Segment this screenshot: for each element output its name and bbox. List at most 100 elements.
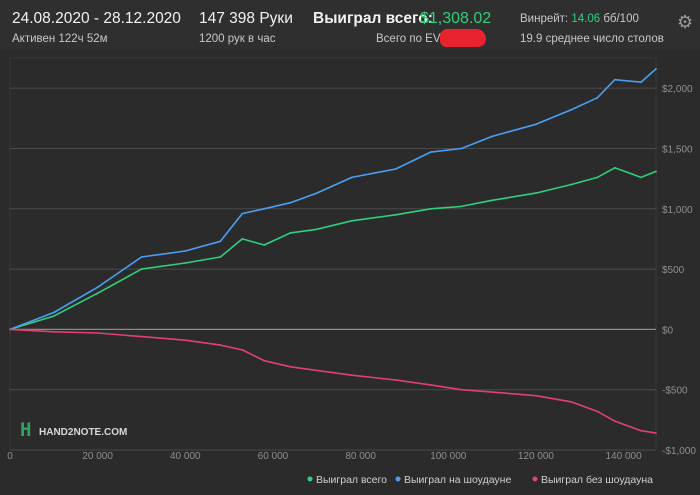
series-1-point xyxy=(96,286,99,289)
won-total-label: Выиграл всего: xyxy=(313,10,433,27)
series-2-point xyxy=(315,369,318,372)
series-1-point xyxy=(570,108,572,111)
series-2-point xyxy=(219,344,222,346)
series-2-point xyxy=(429,383,432,386)
series-2-point xyxy=(96,332,99,334)
x-tick-label: 60 000 xyxy=(258,451,289,462)
series-0-point xyxy=(535,192,537,194)
series-0-point xyxy=(140,268,143,270)
series-2-point xyxy=(184,339,187,342)
hands-per-hour: 1200 рук в час xyxy=(199,33,276,45)
stats-header xyxy=(0,0,700,50)
series-2-point xyxy=(570,400,572,403)
series-0-point xyxy=(289,231,292,234)
series-2-point xyxy=(52,330,55,333)
series-2-point xyxy=(491,391,493,394)
series-0-point xyxy=(52,315,55,318)
x-tick-label: 40 000 xyxy=(170,451,201,462)
hand2note-logo: H xyxy=(20,419,31,441)
series-2-point xyxy=(263,359,266,362)
series-1-point xyxy=(491,135,493,138)
series-1-point xyxy=(429,151,432,153)
series-1-point xyxy=(289,201,292,204)
series-1-point xyxy=(350,176,353,179)
series-0-point xyxy=(655,170,657,173)
series-1-point xyxy=(315,192,318,194)
series-2-point xyxy=(394,379,397,381)
hands-total: 147 398 Руки xyxy=(199,10,293,27)
series-1-point xyxy=(596,96,599,99)
series-0-point xyxy=(491,199,493,202)
series-0-point xyxy=(640,176,643,179)
watermark-text: HAND2NOTE.COM xyxy=(39,427,127,438)
series-1-point xyxy=(535,123,537,126)
series-2-point xyxy=(289,365,292,368)
series-1-point xyxy=(613,78,616,81)
series-0-point xyxy=(96,292,99,295)
y-tick-label: -$1,000 xyxy=(662,446,696,457)
series-0-point xyxy=(315,228,318,231)
series-2-point xyxy=(596,410,599,413)
series-2-point xyxy=(460,388,463,391)
series-1-point xyxy=(263,207,266,210)
avg-tables: 19.9 среднее число столов xyxy=(520,33,664,45)
series-0-point xyxy=(596,176,599,179)
won-total-value: $1,308.02 xyxy=(420,10,492,27)
legend-marker-1 xyxy=(395,476,401,482)
series-0-point xyxy=(570,183,572,186)
ev-redaction xyxy=(440,29,486,47)
ev-total-label: Всего по EV: xyxy=(376,33,444,45)
series-0-point xyxy=(184,262,187,264)
series-0-point xyxy=(429,207,432,210)
series-1-point xyxy=(184,250,187,252)
series-2-point xyxy=(9,328,11,331)
series-1-point xyxy=(394,168,397,170)
legend-marker-0 xyxy=(307,476,313,482)
legend-item-1[interactable]: Выиграл на шоудауне xyxy=(404,474,511,486)
series-1-point xyxy=(52,311,55,314)
y-tick-label: -$500 xyxy=(662,386,688,397)
series-1-point xyxy=(460,147,463,150)
y-tick-label: $0 xyxy=(662,325,674,336)
x-tick-label: 20 000 xyxy=(82,451,113,462)
y-tick-label: $500 xyxy=(662,265,685,276)
series-2-point xyxy=(535,394,537,397)
series-2-point xyxy=(140,335,143,338)
series-0-point xyxy=(460,205,463,208)
x-tick-label: 100 000 xyxy=(430,451,467,462)
plot-area xyxy=(9,57,657,451)
y-tick-label: $1,500 xyxy=(662,144,693,155)
series-0-point xyxy=(241,238,244,240)
x-tick-label: 80 000 xyxy=(345,451,376,462)
x-tick-label: 140 000 xyxy=(605,451,642,462)
series-1-point xyxy=(241,212,244,215)
date-range[interactable]: 24.08.2020 - 28.12.2020 xyxy=(12,10,181,27)
winrate-label: Винрейт: xyxy=(520,13,569,25)
winrate-value: 14.06 xyxy=(571,13,601,25)
y-tick-label: $1,000 xyxy=(662,205,693,216)
series-2-point xyxy=(613,420,616,422)
series-0-point xyxy=(613,166,616,169)
y-tick-label: $2,000 xyxy=(662,84,693,95)
series-0-point xyxy=(350,219,353,222)
winrate-unit: бб/100 xyxy=(603,13,639,25)
series-0-point xyxy=(263,244,266,246)
winrate: Винрейт: 14.06 бб/100 xyxy=(520,13,639,25)
legend-item-0[interactable]: Выиграл всего xyxy=(316,474,387,486)
gear-icon[interactable]: ⚙ xyxy=(677,12,694,32)
series-2-point xyxy=(640,429,643,432)
active-time: Активен 122ч 52м xyxy=(12,33,108,45)
series-0-point xyxy=(219,256,222,258)
series-1-point xyxy=(140,256,143,258)
series-0-point xyxy=(394,213,397,216)
legend-marker-2 xyxy=(532,476,538,482)
x-tick-label: 0 xyxy=(7,451,13,462)
series-1-point xyxy=(640,81,643,84)
legend-item-2[interactable]: Выиграл без шоудауна xyxy=(541,474,653,486)
series-2-point xyxy=(655,432,657,435)
x-tick-label: 120 000 xyxy=(518,451,555,462)
series-1-point xyxy=(655,67,657,70)
series-2-point xyxy=(350,374,353,377)
series-2-point xyxy=(241,348,244,351)
series-1-point xyxy=(219,240,222,243)
